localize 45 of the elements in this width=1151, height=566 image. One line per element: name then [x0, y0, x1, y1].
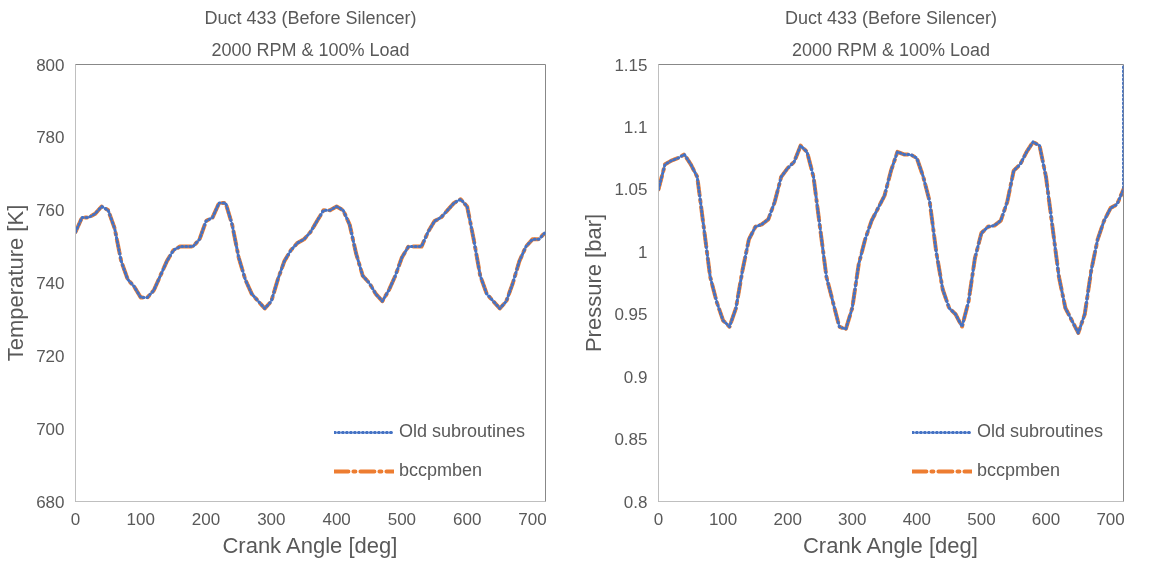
- y-tick-label: 0.9: [623, 367, 648, 387]
- legend-label: Old subroutines: [976, 421, 1103, 442]
- x-tick-label: 100: [708, 509, 738, 529]
- chart-subtitle: 2000 RPM & 100% Load: [211, 39, 410, 60]
- y-tick-label: 680: [36, 492, 65, 512]
- x-tick-label: 400: [902, 509, 932, 529]
- y-tick-label: 740: [36, 274, 65, 293]
- chart-title: Duct 433 (Before Silencer): [204, 7, 417, 28]
- y-tick-label: 1.15: [614, 55, 648, 75]
- y-tick-label: 780: [36, 128, 65, 148]
- x-tick-label: 700: [1096, 509, 1125, 529]
- y-tick-label: 760: [36, 201, 65, 221]
- y-tick-label: 1.05: [614, 180, 648, 200]
- x-tick-label: 0: [70, 509, 81, 529]
- y-tick-label: 0.85: [614, 430, 648, 450]
- x-tick-label: 300: [257, 509, 286, 529]
- legend-label: bccpmben: [976, 460, 1060, 481]
- y-tick-label: 700: [36, 419, 65, 439]
- y-tick-label: 720: [36, 346, 65, 366]
- x-tick-label: 100: [126, 509, 155, 529]
- legend-label: bccpmben: [398, 460, 482, 481]
- y-axis-title: Temperature [K]: [3, 204, 29, 362]
- y-tick-label: 800: [36, 55, 65, 75]
- legend-label: Old subroutines: [398, 421, 525, 442]
- y-axis-title: Pressure [bar]: [581, 213, 607, 353]
- x-tick-label: 200: [773, 509, 802, 529]
- line-series: [658, 139, 1124, 335]
- y-tick-label: 1.1: [623, 117, 648, 137]
- line-series: [658, 64, 1124, 335]
- x-tick-label: 600: [452, 509, 482, 529]
- x-tick-label: 200: [191, 509, 221, 529]
- y-tick-label: 0.8: [623, 492, 648, 512]
- chart-title: Duct 433 (Before Silencer): [784, 7, 998, 28]
- x-axis-title: Crank Angle [deg]: [802, 532, 978, 558]
- y-tick-label: 0.95: [614, 305, 648, 325]
- x-axis-title: Crank Angle [deg]: [222, 532, 398, 558]
- y-tick-label: 1: [638, 242, 648, 262]
- x-tick-label: 500: [387, 509, 417, 529]
- x-tick-label: 0: [653, 509, 664, 529]
- chart-subtitle: 2000 RPM & 100% Load: [791, 39, 991, 60]
- x-tick-label: 600: [1031, 509, 1061, 529]
- x-tick-label: 400: [322, 509, 351, 529]
- x-tick-label: 500: [967, 509, 996, 529]
- x-tick-label: 700: [518, 509, 547, 529]
- x-tick-label: 300: [838, 509, 867, 529]
